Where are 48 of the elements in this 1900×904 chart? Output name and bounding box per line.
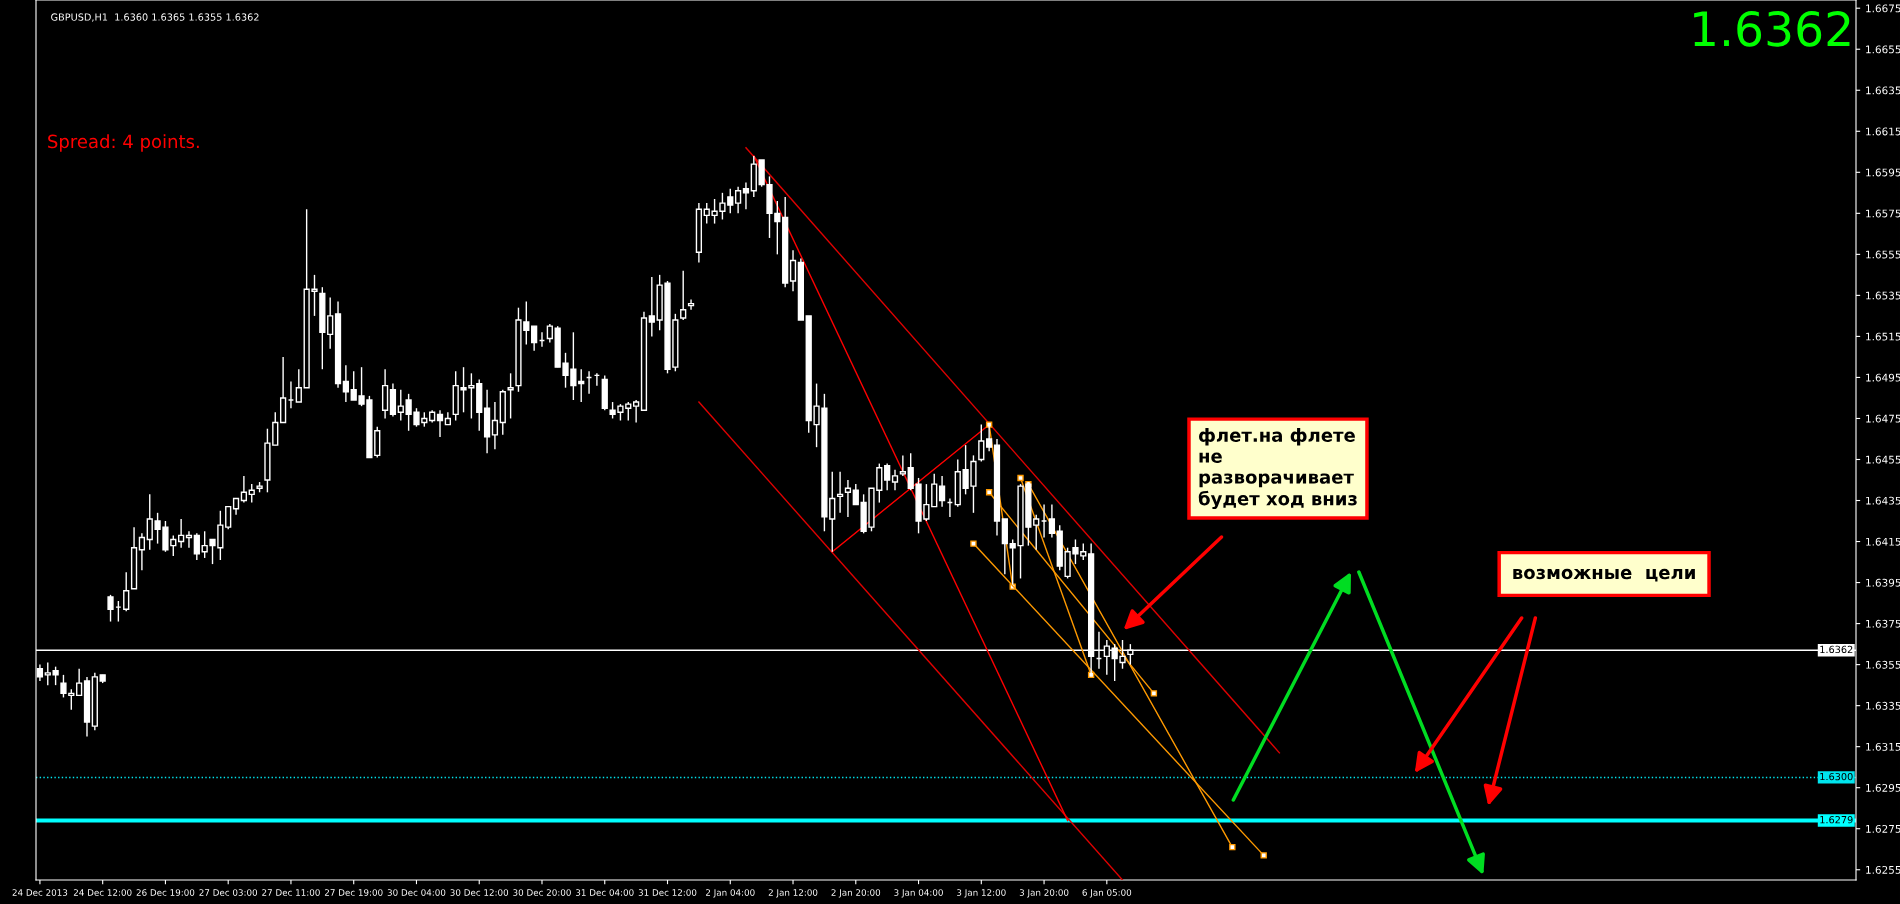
y-tick-label: 1.6655 bbox=[1866, 45, 1900, 54]
y-tick-label: 1.6255 bbox=[1866, 865, 1900, 874]
y-tick-label: 1.6595 bbox=[1866, 168, 1900, 177]
y-tick-label: 1.6615 bbox=[1866, 127, 1900, 136]
y-tick-label: 1.6515 bbox=[1866, 332, 1900, 341]
x-tick-label: 30 Dec 20:00 bbox=[513, 889, 571, 896]
x-tick-label: 6 Jan 05:00 bbox=[1082, 889, 1132, 898]
x-tick-label: 30 Dec 12:00 bbox=[450, 889, 509, 896]
ref-line-label: 1.6300 bbox=[1820, 772, 1853, 781]
x-tick-label: 27 Dec 03:00 bbox=[199, 889, 258, 896]
text: GBPUSD,H1 1.6360 1.6365 1.6355 1.6362 bbox=[51, 13, 259, 22]
x-tick-label: 31 Dec 04:00 bbox=[575, 889, 634, 896]
annotation: возможные цели bbox=[1513, 568, 1695, 582]
x-tick-label: 30 Dec 04:00 bbox=[387, 889, 446, 896]
x-tick-label: 2 Jan 20:00 bbox=[831, 889, 881, 898]
y-tick-label: 1.6635 bbox=[1866, 86, 1900, 95]
x-tick-label: 3 Jan 20:00 bbox=[1019, 889, 1069, 898]
ref-line-label: 1.6362 bbox=[1820, 645, 1853, 654]
x-tick-label: 3 Jan 04:00 bbox=[894, 889, 943, 898]
y-tick-label: 1.6555 bbox=[1866, 250, 1900, 259]
x-tick-label: 27 Dec 11:00 bbox=[262, 889, 320, 896]
annotation: 1.6362 bbox=[1694, 10, 1850, 47]
y-tick-label: 1.6455 bbox=[1866, 455, 1900, 464]
x-tick-label: 26 Dec 19:00 bbox=[136, 889, 195, 896]
x-tick-label: 3 Jan 12:00 bbox=[957, 889, 1006, 898]
annotation: флет.на флете не разворачивает будет ход вниз bbox=[1198, 428, 1357, 510]
y-tick-label: 1.6355 bbox=[1866, 660, 1900, 669]
y-tick-label: 1.6675 bbox=[1866, 4, 1900, 13]
y-tick-label: 1.6395 bbox=[1866, 578, 1900, 587]
y-tick-label: 1.6435 bbox=[1866, 496, 1900, 505]
x-tick-label: 2 Jan 12:00 bbox=[768, 889, 818, 898]
x-tick-label: 27 Dec 19:00 bbox=[324, 889, 383, 896]
y-tick-label: 1.6535 bbox=[1866, 291, 1900, 300]
y-tick-label: 1.6275 bbox=[1866, 824, 1900, 833]
y-tick-label: 1.6375 bbox=[1866, 619, 1900, 628]
x-tick-label: 24 Dec 2013 bbox=[12, 889, 68, 896]
y-tick-label: 1.6415 bbox=[1866, 537, 1900, 546]
x-tick-label: 31 Dec 12:00 bbox=[638, 889, 697, 896]
ref-line-label: 1.6279 bbox=[1820, 815, 1853, 824]
y-tick-label: 1.6295 bbox=[1866, 783, 1900, 792]
y-tick-label: 1.6475 bbox=[1866, 414, 1900, 423]
annotation: Spread: 4 points. bbox=[48, 134, 199, 152]
x-tick-label: 2 Jan 04:00 bbox=[705, 889, 755, 898]
y-tick-label: 1.6315 bbox=[1866, 742, 1900, 751]
x-tick-label: 24 Dec 12:00 bbox=[73, 889, 132, 896]
y-tick-label: 1.6335 bbox=[1866, 701, 1900, 710]
y-tick-label: 1.6495 bbox=[1866, 373, 1900, 382]
y-tick-label: 1.6575 bbox=[1866, 209, 1900, 218]
